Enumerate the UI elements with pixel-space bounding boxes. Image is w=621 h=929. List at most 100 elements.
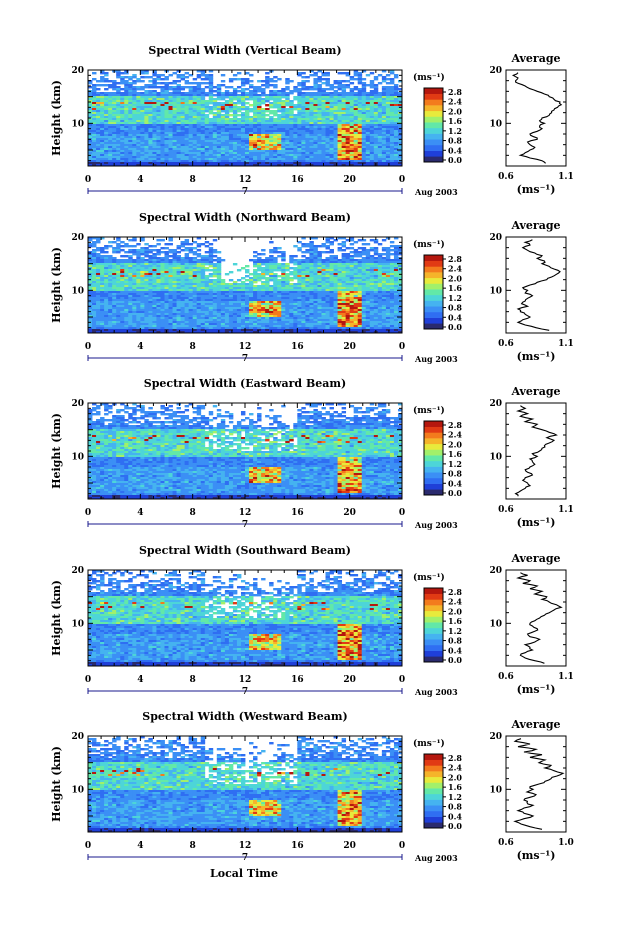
- heatmap-cell: [301, 122, 306, 125]
- heatmap-cell: [333, 279, 338, 282]
- heatmap-cell: [245, 150, 250, 153]
- heatmap-cell: [136, 285, 141, 288]
- heatmap-cell: [180, 261, 186, 264]
- heatmap-cell: [253, 122, 258, 125]
- heatmap-cell: [301, 98, 306, 101]
- heatmap-cell: [369, 164, 375, 167]
- heatmap-cell: [365, 285, 371, 288]
- heatmap-cell: [124, 259, 129, 262]
- heatmap-cell: [220, 128, 226, 131]
- heatmap-cell: [281, 271, 286, 274]
- heatmap-cell: [232, 285, 238, 288]
- heatmap-cell: [212, 102, 218, 105]
- heatmap-cell: [333, 291, 338, 294]
- heatmap-cell: [321, 116, 326, 119]
- heatmap-cell: [321, 251, 326, 254]
- heatmap-cell: [220, 259, 226, 262]
- heatmap-cell: [397, 245, 403, 248]
- heatmap-cell: [204, 156, 210, 159]
- heatmap-cell: [112, 88, 117, 91]
- heatmap-cell: [393, 160, 399, 163]
- heatmap-cell: [116, 130, 121, 133]
- heatmap-cell: [144, 106, 149, 109]
- heatmap-cell: [184, 269, 190, 272]
- heatmap-cell: [148, 90, 153, 93]
- heatmap-cell: [192, 130, 198, 133]
- heatmap-cell: [249, 104, 254, 107]
- heatmap-cell: [309, 106, 314, 109]
- heatmap-cell: [168, 82, 173, 85]
- heatmap-cell: [377, 291, 383, 294]
- heatmap-cell: [297, 102, 302, 105]
- heatmap-cell: [317, 156, 322, 159]
- heatmap-cell: [232, 78, 238, 81]
- heatmap-cell: [265, 279, 270, 282]
- heatmap-cell: [325, 148, 330, 151]
- heatmap-cell: [148, 102, 153, 105]
- heatmap-cell: [120, 156, 125, 159]
- heatmap-cell: [100, 140, 105, 143]
- heatmap-cell: [377, 261, 383, 264]
- heatmap-cell: [172, 122, 177, 125]
- heatmap-cell: [212, 94, 218, 97]
- heatmap-cell: [196, 118, 202, 121]
- heatmap-cell: [88, 130, 93, 133]
- heatmap-cell: [160, 148, 165, 151]
- heatmap-cell: [389, 269, 395, 272]
- heatmap-cell: [148, 110, 153, 113]
- heatmap-cell: [285, 279, 290, 282]
- heatmap-cell: [393, 84, 399, 87]
- heatmap-cell: [196, 148, 202, 151]
- heatmap-cell: [337, 142, 343, 145]
- heatmap-cell: [301, 265, 306, 268]
- heatmap-cell: [269, 259, 274, 262]
- heatmap-cell: [192, 124, 198, 127]
- heatmap-cell: [325, 257, 330, 260]
- heatmap-cell: [96, 130, 101, 133]
- heatmap-cell: [152, 90, 157, 93]
- heatmap-cell: [289, 108, 294, 111]
- heatmap-cell: [188, 108, 194, 111]
- heatmap-cell: [160, 116, 165, 119]
- heatmap-cell: [140, 275, 145, 278]
- heatmap-cell: [397, 146, 403, 149]
- heatmap-cell: [293, 287, 298, 290]
- heatmap-cell: [136, 144, 141, 147]
- heatmap-cell: [156, 265, 161, 268]
- heatmap-cell: [136, 263, 141, 266]
- heatmap-cell: [389, 132, 395, 135]
- heatmap-cell: [353, 263, 359, 266]
- heatmap-cell: [112, 281, 117, 284]
- heatmap-cell: [253, 114, 258, 117]
- heatmap-cell: [132, 245, 137, 248]
- heatmap-cell: [112, 134, 117, 137]
- heatmap-cell: [144, 116, 149, 119]
- heatmap-cell: [253, 144, 258, 147]
- heatmap-cell: [333, 146, 338, 149]
- heatmap-cell: [369, 142, 375, 145]
- heatmap-cell: [228, 94, 234, 97]
- heatmap-cell: [257, 122, 262, 125]
- heatmap-cell: [168, 116, 173, 119]
- heatmap-cell: [337, 154, 343, 157]
- heatmap-cell: [160, 273, 165, 276]
- heatmap-cell: [305, 257, 310, 260]
- heatmap-cell: [184, 273, 190, 276]
- heatmap-cell: [132, 271, 137, 274]
- heatmap-cell: [269, 263, 274, 266]
- heatmap-cell: [176, 128, 181, 131]
- heatmap-cell: [220, 108, 226, 111]
- heatmap-cell: [152, 249, 157, 252]
- heatmap-cell: [385, 249, 391, 252]
- heatmap-cell: [88, 92, 93, 95]
- heatmap-cell: [257, 112, 262, 115]
- heatmap-cell: [289, 100, 294, 103]
- heatmap-cell: [253, 110, 258, 113]
- heatmap-cell: [269, 150, 274, 153]
- heatmap-cell: [212, 156, 218, 159]
- heatmap-cell: [245, 80, 250, 83]
- heatmap-cell: [104, 281, 109, 284]
- heatmap-cell: [192, 126, 198, 129]
- heatmap-cell: [108, 124, 113, 127]
- heatmap-cell: [261, 287, 266, 290]
